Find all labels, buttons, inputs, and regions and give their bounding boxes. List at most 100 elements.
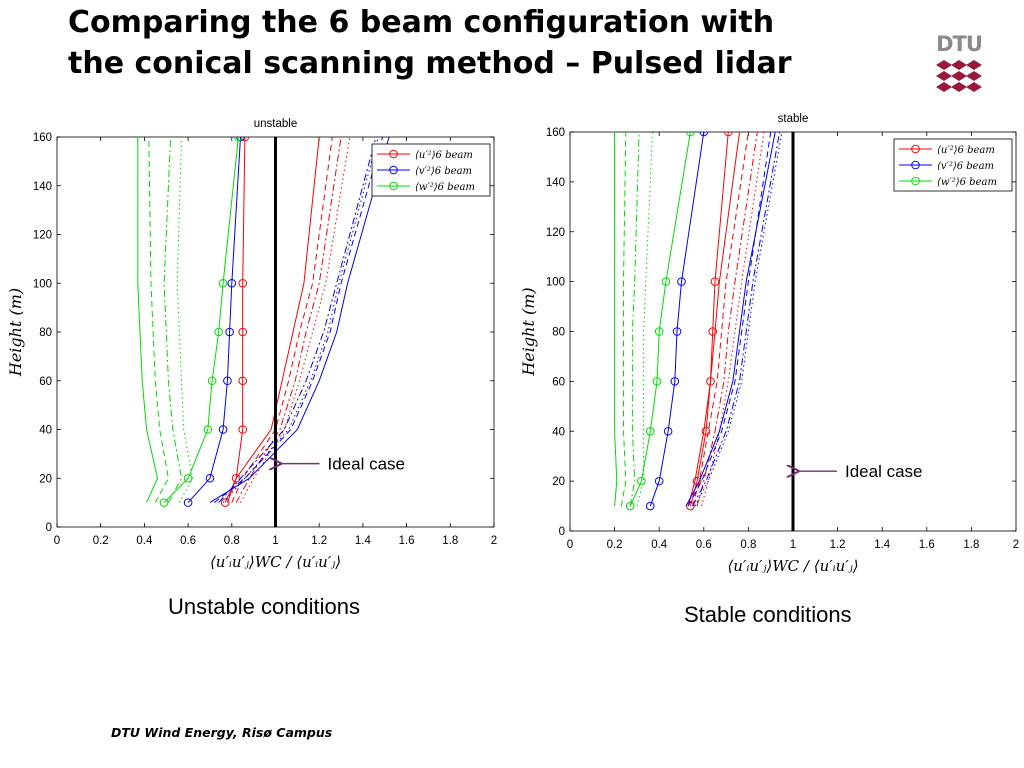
series-u-dotted	[240, 137, 351, 503]
data-point-u	[708, 327, 718, 336]
logo-diamond	[951, 82, 967, 92]
legend-label: ⟨u′²⟩6 beam	[415, 150, 473, 161]
x-tick-label: 0	[567, 539, 573, 551]
data-point-w	[686, 132, 695, 137]
series-v-marker	[187, 137, 241, 503]
data-point-v	[227, 278, 237, 288]
legend-label: ⟨u′²⟩6 beam	[937, 145, 995, 156]
series-w-dashdot	[163, 137, 183, 503]
slide-title-line-2: the conical scanning method – Pulsed lid…	[68, 46, 792, 81]
legend-marker	[911, 144, 920, 154]
data-point-w	[625, 501, 635, 511]
x-tick-label: 1.2	[830, 539, 846, 551]
data-point-u	[240, 137, 250, 142]
data-point-w	[207, 376, 217, 386]
legend-label: ⟨v′²⟩6 beam	[937, 161, 994, 172]
x-tick-label: 0.4	[136, 535, 153, 547]
legend-entry: ⟨v′²⟩6 beam	[899, 160, 994, 172]
data-point-w	[637, 476, 646, 486]
series-v-marker	[649, 132, 705, 507]
data-point-v	[670, 377, 680, 386]
series-v-solid	[685, 132, 776, 507]
data-point-w	[203, 425, 213, 434]
y-tick-label: 120	[33, 230, 52, 242]
data-point-v	[663, 426, 673, 436]
x-tick-label: 0.4	[651, 539, 668, 551]
y-tick-label: 20	[552, 476, 565, 488]
data-point-w	[218, 278, 228, 288]
data-point-v	[225, 327, 234, 337]
series-u-solid	[226, 137, 320, 503]
data-point-w	[652, 377, 662, 386]
y-tick-label: 80	[552, 327, 565, 339]
series-v-solid	[209, 137, 390, 504]
logo-diamond	[966, 60, 982, 70]
legend-entry: ⟨w′²⟩6 beam	[899, 176, 997, 188]
y-tick-label: 140	[546, 177, 565, 189]
caption-stable: Stable conditions	[684, 602, 852, 627]
x-tick-label: 1	[272, 535, 278, 547]
series-w-marker	[629, 132, 691, 507]
legend-marker	[911, 176, 920, 186]
data-point-u	[220, 498, 230, 507]
x-tick-label: 0.6	[696, 539, 712, 551]
x-tick-label: 0.6	[180, 535, 196, 547]
data-point-u	[238, 327, 248, 337]
chart-legend: ⟨u′²⟩6 beam ⟨v′²⟩6 beam ⟨w′²⟩6 beam	[371, 143, 491, 197]
slide-title: Comparing the 6 beam configuration with …	[68, 2, 918, 84]
logo-diamond	[936, 82, 952, 92]
series-v-dashed	[687, 132, 772, 507]
data-point-u	[701, 426, 711, 436]
x-tick-label: 0	[54, 535, 60, 547]
data-point-w	[661, 277, 671, 286]
data-point-u	[238, 278, 248, 288]
data-point-v	[205, 473, 215, 483]
y-tick-label: 120	[546, 227, 565, 239]
series-w-dashed	[620, 132, 627, 507]
x-tick-label: 1.8	[442, 535, 458, 547]
series-w-dashed	[148, 137, 169, 503]
legend-marker	[389, 181, 398, 191]
y-tick-label: 40	[39, 425, 52, 437]
legend-label: ⟨v′²⟩6 beam	[415, 166, 472, 177]
data-point-w	[645, 426, 655, 436]
slide-title-line-1: Comparing the 6 beam configuration with	[68, 5, 775, 40]
logo-diamond	[936, 60, 952, 70]
legend-marker	[911, 160, 920, 170]
y-tick-label: 160	[546, 127, 565, 139]
dtu-logo-mark-icon	[936, 60, 982, 92]
logo-diamond	[966, 82, 982, 92]
series-u-dashed	[231, 137, 333, 503]
x-tick-label: 1.2	[311, 535, 327, 547]
legend-entry: ⟨w′²⟩6 beam	[377, 181, 475, 193]
series-w-solid	[137, 137, 159, 503]
y-tick-label: 160	[33, 132, 52, 144]
y-tick-label: 100	[546, 277, 565, 289]
series-u-dashdot	[696, 132, 758, 507]
caption-unstable: Unstable conditions	[168, 594, 361, 619]
x-tick-label: 1.8	[963, 539, 979, 551]
series-w-marker	[163, 137, 239, 503]
legend-label: ⟨w′²⟩6 beam	[415, 182, 475, 193]
y-tick-label: 20	[39, 473, 52, 485]
x-axis-label: ⟨u′ᵢu′ⱼ⟩WC / ⟨u′ᵢu′ⱼ⟩	[727, 557, 858, 575]
x-axis-label: ⟨u′ᵢu′ⱼ⟩WC / ⟨u′ᵢu′ⱼ⟩	[210, 553, 341, 571]
series-w-dotted	[176, 137, 194, 503]
ideal-case-label: Ideal case	[845, 462, 923, 481]
series-w-solid	[614, 132, 618, 507]
data-point-v	[218, 425, 228, 434]
dtu-logo-text: DTU	[936, 32, 983, 56]
series-v-dotted	[222, 137, 379, 503]
y-tick-label: 60	[39, 376, 52, 388]
series-v-dotted	[694, 132, 783, 507]
chart-title: unstable	[254, 118, 297, 130]
x-tick-label: 1.4	[874, 539, 891, 551]
data-point-v	[645, 501, 655, 511]
y-tick-label: 60	[552, 376, 565, 388]
data-point-u	[238, 376, 248, 386]
logo-diamond	[936, 71, 952, 81]
chart-legend: ⟨u′²⟩6 beam ⟨v′²⟩6 beam ⟨w′²⟩6 beam	[893, 138, 1013, 192]
chart-stable: 0 0.2 0.4 0.6 0.8 1 1.2 1.4 1.6 1.8 20204060801001…	[519, 113, 1019, 575]
logo-diamond	[951, 71, 967, 81]
